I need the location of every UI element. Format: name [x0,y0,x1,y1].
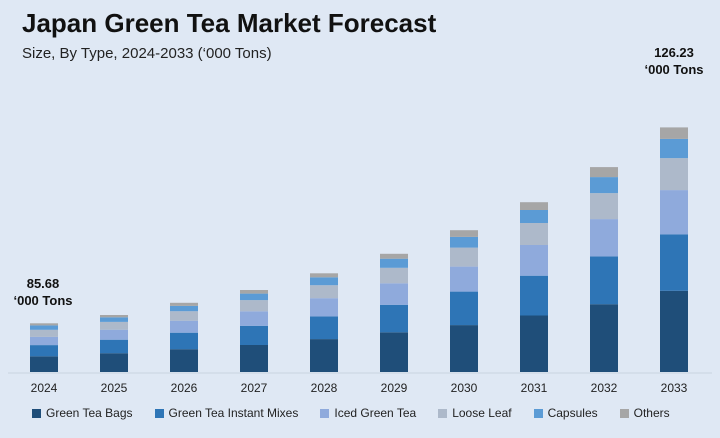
bar-segment-2028-green-tea-bags [310,339,338,372]
bar-segment-2027-others [240,290,268,294]
x-tick-label-2030: 2030 [451,381,478,395]
bar-segment-2031-green-tea-bags [520,315,548,372]
legend: Green Tea Bags Green Tea Instant Mixes Ice… [32,406,692,420]
start-value-label: 85.68 [27,276,60,291]
legend-label: Green Tea Bags [46,406,133,420]
bar-segment-2025-iced-green-tea [100,329,128,340]
bar-segment-2026-capsules [170,305,198,312]
bar-segment-2031-green-tea-instant-mixes [520,275,548,316]
legend-swatch [320,408,330,418]
x-tick-label-2027: 2027 [241,381,268,395]
legend-swatch [533,408,543,418]
bar-segment-2031-loose-leaf [520,223,548,245]
bar-segment-2033-capsules [660,138,688,159]
bar-segment-2032-loose-leaf [590,193,618,220]
x-tick-label-2026: 2026 [171,381,198,395]
bar-segment-2029-green-tea-bags [380,332,408,372]
x-tick-label-2029: 2029 [381,381,408,395]
legend-item-green-tea-bags: Green Tea Bags [32,406,133,420]
bar-segment-2025-green-tea-bags [100,353,128,372]
bar-segment-2030-iced-green-tea [450,266,478,292]
bar-segment-2029-iced-green-tea [380,283,408,305]
bar-segment-2026-green-tea-instant-mixes [170,332,198,350]
bar-segment-2030-green-tea-instant-mixes [450,291,478,326]
x-tick-label-2028: 2028 [311,381,338,395]
bar-segment-2033-green-tea-instant-mixes [660,234,688,291]
bar-segment-2027-green-tea-bags [240,345,268,372]
bar-segment-2024-green-tea-bags [30,356,58,372]
bar-segment-2024-green-tea-instant-mixes [30,345,58,357]
end-value-label: 126.23 [654,45,694,60]
bar-segment-2026-loose-leaf [170,311,198,321]
bar-segment-2033-green-tea-bags [660,290,688,372]
bar-segment-2030-others [450,230,478,237]
bar-segment-2029-capsules [380,258,408,268]
bar-segment-2033-iced-green-tea [660,190,688,235]
bar-segment-2025-capsules [100,317,128,322]
bar-segment-2033-loose-leaf [660,158,688,191]
legend-swatch [619,408,629,418]
legend-label: Capsules [547,406,598,420]
bar-segment-2030-loose-leaf [450,247,478,267]
bar-segment-2024-capsules [30,325,58,330]
bar-segment-2029-loose-leaf [380,267,408,284]
bar-segment-2026-others [170,302,198,306]
legend-item-capsules: Capsules [533,406,598,420]
start-unit-label: ‘000 Tons [13,293,72,308]
bar-segment-2029-green-tea-instant-mixes [380,304,408,333]
x-tick-label-2031: 2031 [521,381,548,395]
bar-segment-2026-green-tea-bags [170,349,198,372]
legend-label: Others [633,406,670,420]
bars-group [30,127,688,372]
bar-segment-2027-loose-leaf [240,300,268,312]
bar-segment-2032-green-tea-bags [590,304,618,372]
x-tick-label-2032: 2032 [591,381,618,395]
bar-segment-2027-capsules [240,293,268,301]
bar-segment-2032-iced-green-tea [590,219,618,257]
x-tick-label-2033: 2033 [661,381,688,395]
bar-segment-2025-others [100,315,128,318]
x-tick-labels: 2024 2025 2026 2027 2028 2029 2030 2031 2032 2033 [31,381,688,395]
chart-subtitle: Size, By Type, 2024-2033 (‘000 Tons) [22,45,272,62]
bar-segment-2024-loose-leaf [30,329,58,337]
bar-segment-2032-others [590,167,618,178]
bar-segment-2031-others [520,202,548,210]
bar-segment-2031-iced-green-tea [520,245,548,276]
bar-segment-2028-capsules [310,277,338,286]
legend-item-others: Others [619,406,670,420]
bar-segment-2028-green-tea-instant-mixes [310,316,338,340]
bar-segment-2029-others [380,253,408,259]
bar-segment-2027-iced-green-tea [240,311,268,326]
bar-segment-2026-iced-green-tea [170,320,198,333]
legend-label: Iced Green Tea [334,406,417,420]
legend-item-green-tea-instant-mixes: Green Tea Instant Mixes [154,406,299,420]
legend-swatch [32,408,41,418]
legend-swatch [154,408,164,418]
x-tick-label-2024: 2024 [31,381,58,395]
x-tick-label-2025: 2025 [101,381,128,395]
bar-segment-2024-iced-green-tea [30,336,58,346]
bar-segment-2028-iced-green-tea [310,298,338,317]
bar-segment-2027-green-tea-instant-mixes [240,325,268,345]
legend-item-loose-leaf: Loose Leaf [438,406,512,420]
chart-title: Japan Green Tea Market Forecast [22,8,437,38]
end-unit-label: ‘000 Tons [644,62,703,77]
bar-segment-2025-loose-leaf [100,321,128,330]
bar-segment-2028-loose-leaf [310,285,338,299]
bar-segment-2028-others [310,273,338,278]
bar-segment-2030-green-tea-bags [450,325,478,372]
bar-segment-2025-green-tea-instant-mixes [100,339,128,354]
legend-item-iced-green-tea: Iced Green Tea [320,406,416,420]
bar-segment-2032-capsules [590,177,618,194]
legend-label: Green Tea Instant Mixes [168,406,299,420]
bar-segment-2024-others [30,323,58,326]
bar-segment-2033-others [660,127,688,139]
bar-segment-2030-capsules [450,236,478,248]
bar-segment-2032-green-tea-instant-mixes [590,256,618,305]
legend-swatch [438,408,448,418]
legend-label: Loose Leaf [452,406,512,420]
bar-segment-2031-capsules [520,210,548,223]
